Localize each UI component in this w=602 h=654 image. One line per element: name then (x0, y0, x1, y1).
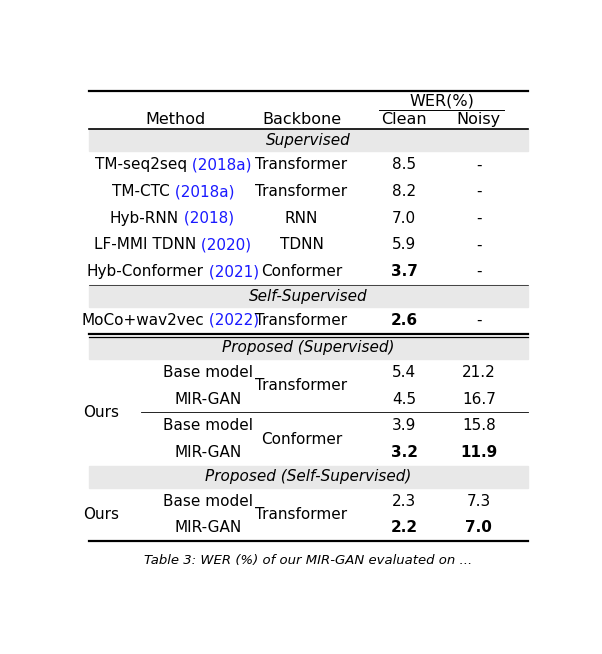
Text: MoCo+wav2vec: MoCo+wav2vec (81, 313, 204, 328)
Bar (89, 337, 528, 359)
Text: Base model: Base model (163, 494, 253, 509)
Text: MIR-GAN: MIR-GAN (175, 445, 242, 460)
Text: Backbone: Backbone (262, 112, 341, 128)
Text: Proposed (Supervised): Proposed (Supervised) (222, 340, 395, 355)
Text: 3.9: 3.9 (392, 418, 417, 433)
Text: Supervised: Supervised (266, 133, 351, 148)
Text: Base model: Base model (163, 365, 253, 380)
Text: TM-seq2seq: TM-seq2seq (95, 158, 187, 173)
Text: -: - (476, 184, 482, 199)
Text: MIR-GAN: MIR-GAN (175, 521, 242, 536)
Text: TDNN: TDNN (279, 237, 323, 252)
Text: 2.6: 2.6 (391, 313, 418, 328)
Text: TM-CTC: TM-CTC (112, 184, 170, 199)
Text: 3.7: 3.7 (391, 264, 418, 279)
Text: -: - (476, 264, 482, 279)
Text: 7.3: 7.3 (467, 494, 491, 509)
Text: Hyb-Conformer: Hyb-Conformer (87, 264, 204, 279)
Text: Base model: Base model (163, 418, 253, 433)
Text: 11.9: 11.9 (460, 445, 497, 460)
Text: 15.8: 15.8 (462, 418, 495, 433)
Text: 3.2: 3.2 (391, 445, 418, 460)
Text: Proposed (Self-Supervised): Proposed (Self-Supervised) (205, 470, 412, 485)
Text: 4.5: 4.5 (392, 392, 416, 407)
Text: Method: Method (146, 112, 206, 128)
Text: Conformer: Conformer (261, 432, 342, 447)
Text: 2.3: 2.3 (392, 494, 417, 509)
Text: 7.0: 7.0 (465, 521, 492, 536)
Text: Ours: Ours (83, 405, 119, 420)
Text: Transformer: Transformer (255, 158, 347, 173)
Text: LF-MMI TDNN: LF-MMI TDNN (94, 237, 196, 252)
Text: (2022): (2022) (204, 313, 259, 328)
Text: Transformer: Transformer (255, 507, 347, 522)
Text: Ours: Ours (83, 507, 119, 522)
Text: -: - (476, 237, 482, 252)
Text: 8.2: 8.2 (392, 184, 416, 199)
Text: RNN: RNN (285, 211, 318, 226)
Text: (2021): (2021) (204, 264, 259, 279)
Text: 21.2: 21.2 (462, 365, 495, 380)
Text: (2018a): (2018a) (170, 184, 234, 199)
Text: -: - (476, 211, 482, 226)
Text: Hyb-RNN: Hyb-RNN (110, 211, 179, 226)
Text: Transformer: Transformer (255, 184, 347, 199)
Bar (89, 129, 528, 152)
Text: 8.5: 8.5 (392, 158, 416, 173)
Text: 16.7: 16.7 (462, 392, 496, 407)
Text: 5.4: 5.4 (392, 365, 416, 380)
Bar (89, 466, 528, 488)
Text: -: - (476, 313, 482, 328)
Text: 7.0: 7.0 (392, 211, 416, 226)
Text: (2018a): (2018a) (187, 158, 251, 173)
Text: 5.9: 5.9 (392, 237, 417, 252)
Text: -: - (476, 158, 482, 173)
Text: MIR-GAN: MIR-GAN (175, 392, 242, 407)
Text: Clean: Clean (381, 112, 427, 128)
Text: 2.2: 2.2 (391, 521, 418, 536)
Text: Noisy: Noisy (457, 112, 501, 128)
Text: Self-Supervised: Self-Supervised (249, 288, 368, 303)
Text: (2020): (2020) (196, 237, 251, 252)
Text: Transformer: Transformer (255, 313, 347, 328)
Text: Conformer: Conformer (261, 264, 342, 279)
Text: Transformer: Transformer (255, 378, 347, 393)
Bar (89, 285, 528, 307)
Text: WER(%): WER(%) (409, 93, 474, 108)
Text: Table 3: WER (%) of our MIR-GAN evaluated on ...: Table 3: WER (%) of our MIR-GAN evaluate… (144, 554, 473, 567)
Text: (2018): (2018) (179, 211, 234, 226)
